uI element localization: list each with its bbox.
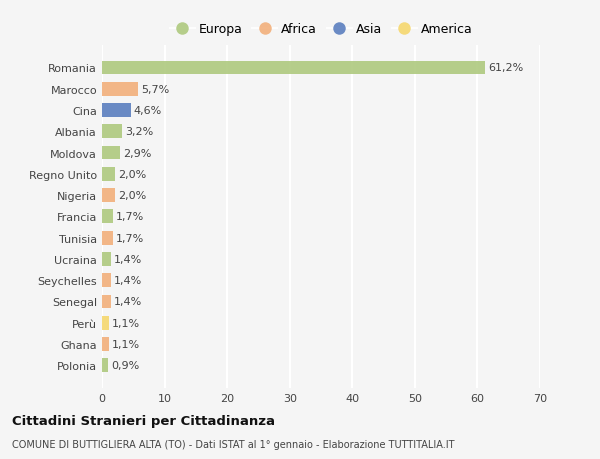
Text: 2,0%: 2,0% — [118, 190, 146, 201]
Bar — [102, 231, 113, 245]
Bar — [102, 189, 115, 202]
Text: 1,1%: 1,1% — [112, 339, 140, 349]
Text: 1,4%: 1,4% — [114, 254, 142, 264]
Bar — [102, 125, 122, 139]
Text: 1,7%: 1,7% — [116, 233, 144, 243]
Bar — [102, 168, 115, 181]
Text: 61,2%: 61,2% — [488, 63, 523, 73]
Text: 1,4%: 1,4% — [114, 275, 142, 285]
Bar — [102, 146, 120, 160]
Text: Cittadini Stranieri per Cittadinanza: Cittadini Stranieri per Cittadinanza — [12, 414, 275, 428]
Text: 4,6%: 4,6% — [134, 106, 162, 116]
Bar — [102, 316, 109, 330]
Bar — [102, 358, 107, 372]
Bar — [102, 252, 111, 266]
Text: COMUNE DI BUTTIGLIERA ALTA (TO) - Dati ISTAT al 1° gennaio - Elaborazione TUTTIT: COMUNE DI BUTTIGLIERA ALTA (TO) - Dati I… — [12, 440, 455, 449]
Bar — [102, 274, 111, 287]
Bar — [102, 104, 131, 118]
Text: 2,9%: 2,9% — [123, 148, 152, 158]
Text: 3,2%: 3,2% — [125, 127, 154, 137]
Bar — [102, 62, 485, 75]
Bar — [102, 210, 113, 224]
Text: 1,4%: 1,4% — [114, 297, 142, 307]
Text: 1,1%: 1,1% — [112, 318, 140, 328]
Text: 2,0%: 2,0% — [118, 169, 146, 179]
Bar — [102, 83, 137, 96]
Text: 1,7%: 1,7% — [116, 212, 144, 222]
Bar — [102, 337, 109, 351]
Text: 0,9%: 0,9% — [111, 360, 139, 370]
Bar — [102, 295, 111, 308]
Text: 5,7%: 5,7% — [141, 84, 169, 95]
Legend: Europa, Africa, Asia, America: Europa, Africa, Asia, America — [164, 18, 478, 41]
